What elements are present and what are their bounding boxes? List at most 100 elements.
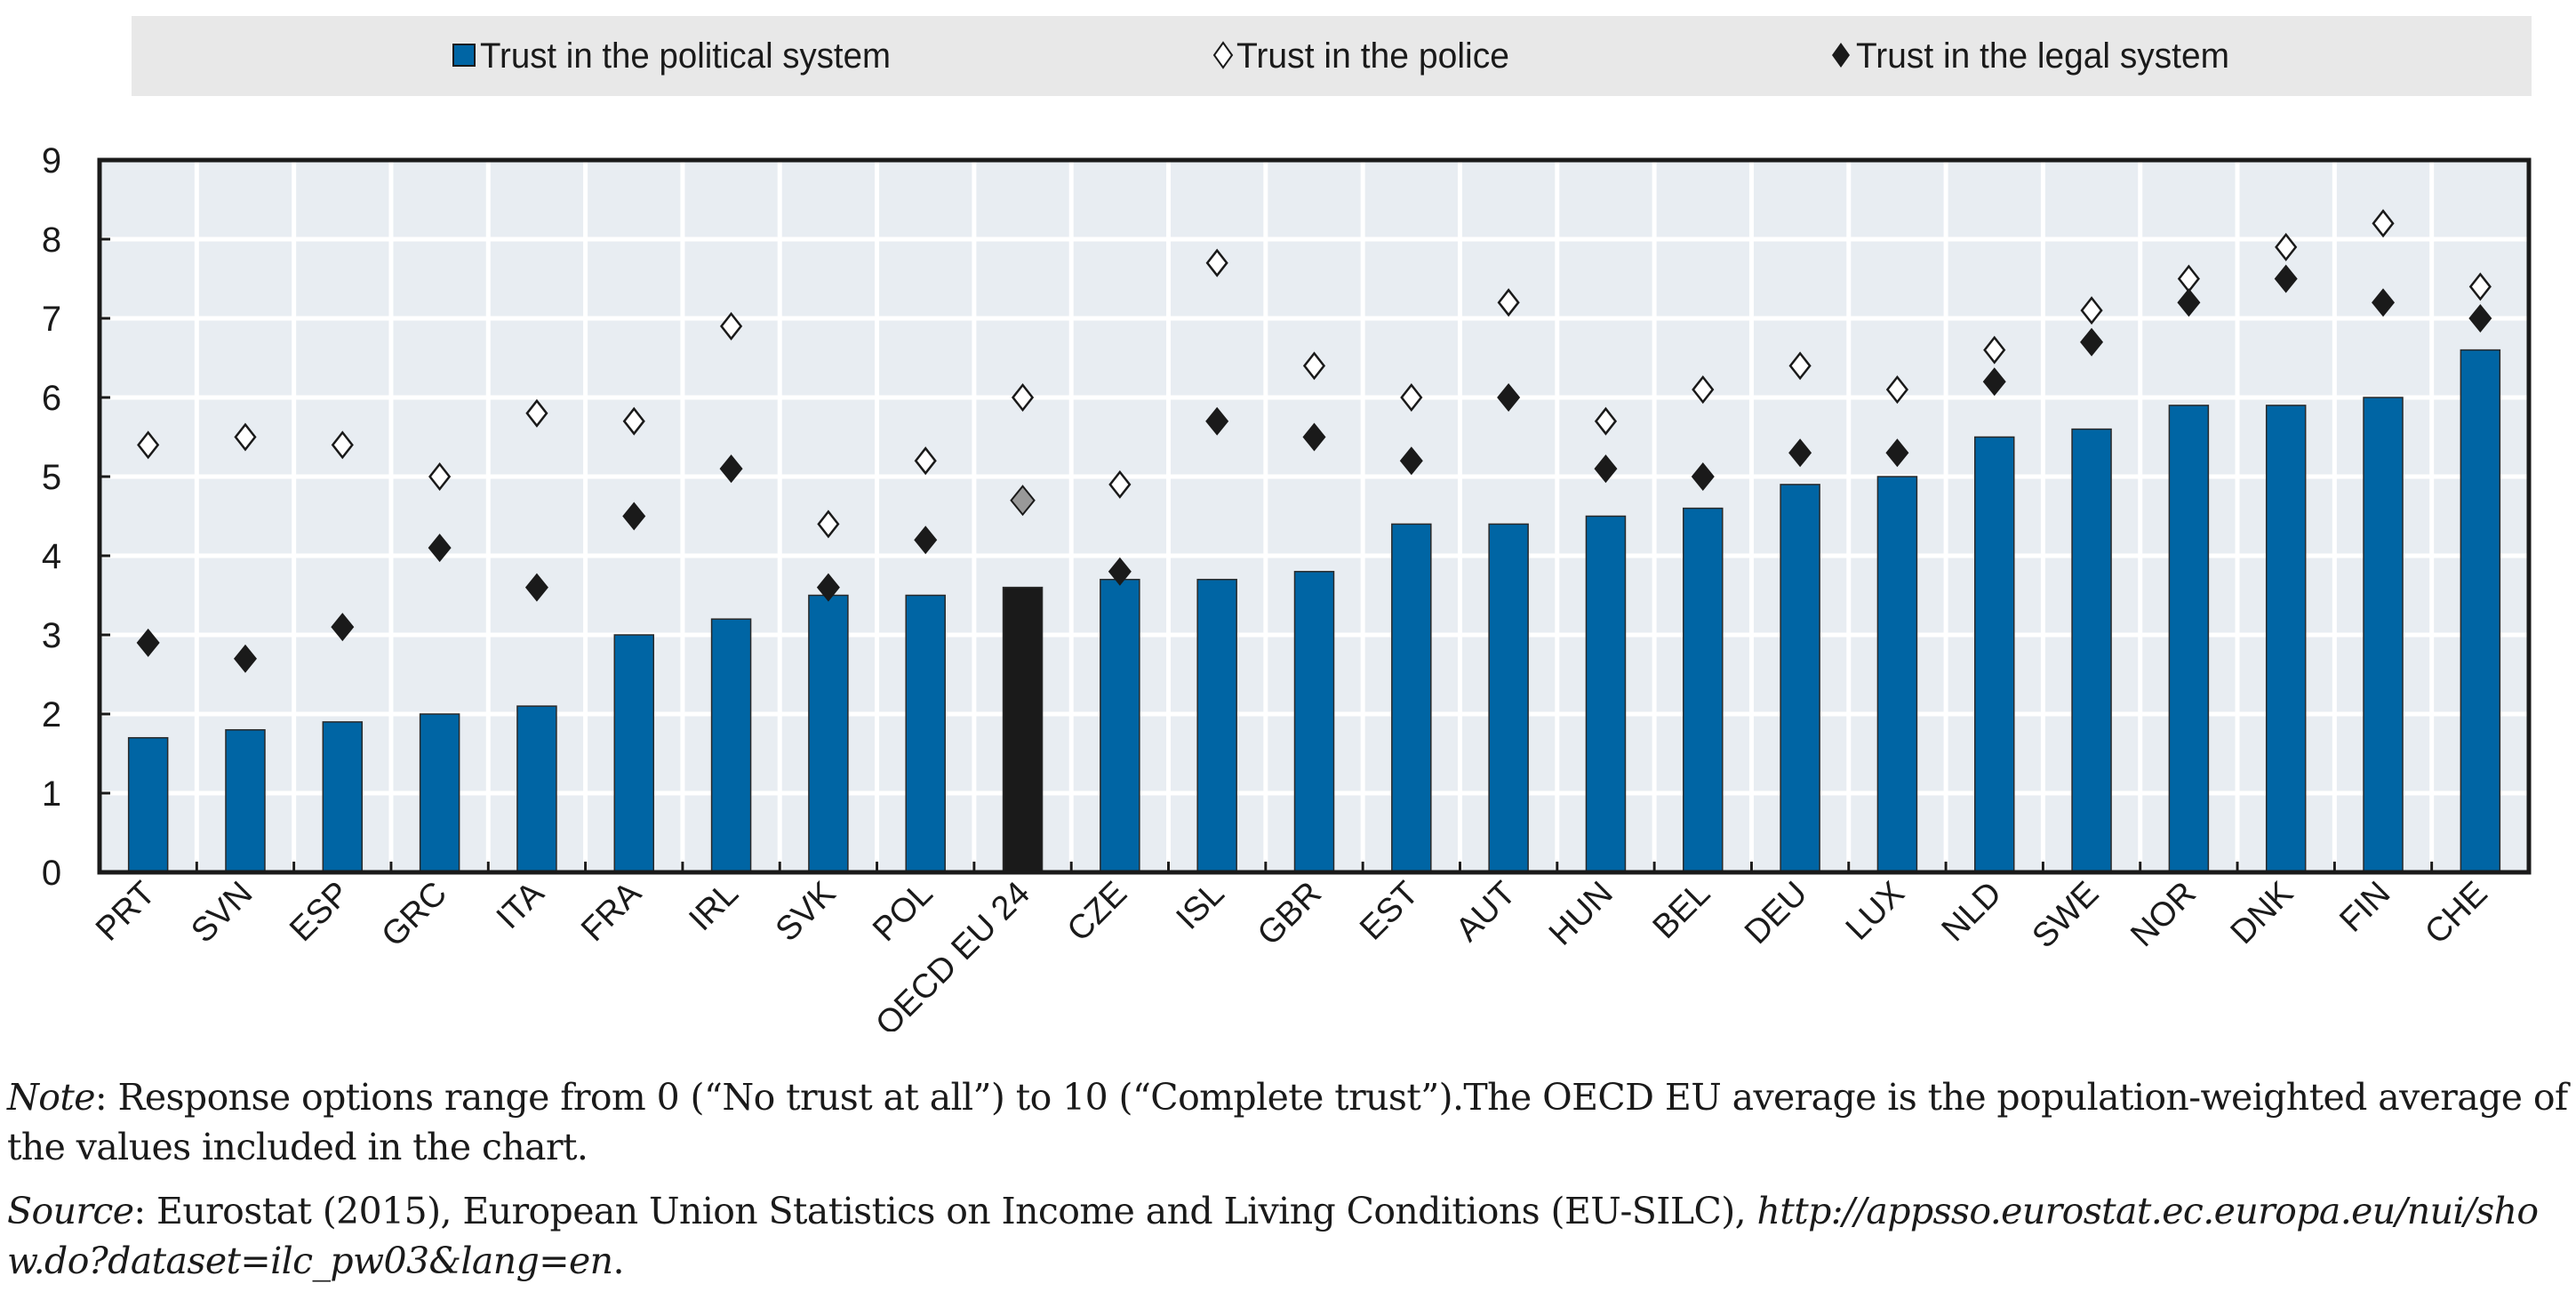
x-tick-label: FIN	[2332, 875, 2397, 940]
x-tick-label: LUX	[1839, 875, 1912, 948]
x-tick-label: HUN	[1542, 875, 1620, 953]
bar-est	[1391, 523, 1432, 873]
y-tick-labels: 0 1 2 3 4 5 6 7 8 9	[42, 141, 61, 893]
x-tick-label: SVN	[184, 875, 260, 951]
filled-diamond-icon	[1832, 43, 1850, 68]
bar-hun	[1585, 515, 1627, 873]
legal-marker-isl	[1205, 406, 1229, 436]
y-tick-label: 4	[42, 537, 61, 576]
police-marker-svk	[817, 510, 840, 539]
legend-label-political: Trust in the political system	[480, 36, 891, 76]
legend-background	[132, 16, 2532, 96]
legend-item-police: Trust in the police	[1212, 36, 1509, 76]
bar-svk	[808, 594, 849, 873]
police-marker-oecd-eu-24	[1011, 382, 1035, 413]
x-tick-label: CZE	[1060, 875, 1134, 949]
legal-marker-dnk	[2274, 264, 2298, 293]
legal-marker-bel	[1691, 462, 1715, 491]
bar-che	[2460, 349, 2501, 873]
source-paragraph: Source: Eurostat (2015), European Union …	[7, 1186, 2572, 1286]
police-marker-fra	[622, 406, 645, 436]
police-marker-fin	[2372, 209, 2395, 238]
legal-marker-esp	[331, 613, 355, 642]
legend-item-legal: Trust in the legal system	[1832, 36, 2229, 76]
legal-marker-aut	[1497, 383, 1521, 412]
y-tick-label: 9	[42, 141, 61, 181]
bar-deu	[1780, 484, 1820, 873]
police-marker-aut	[1497, 288, 1520, 317]
x-tick-label: BEL	[1646, 875, 1717, 946]
police-marker-gbr	[1302, 351, 1326, 381]
police-marker-swe	[2080, 296, 2103, 325]
bar-bel	[1683, 507, 1724, 873]
x-tick-label: CHE	[2418, 875, 2494, 951]
x-tick-label: IRL	[682, 875, 746, 939]
legal-marker-prt	[136, 628, 160, 657]
x-tick-label: FRA	[574, 874, 649, 949]
bar-nor	[2168, 405, 2210, 873]
police-marker-deu	[1788, 351, 1812, 381]
bar-gbr	[1293, 571, 1335, 873]
trust-chart: Trust in the political system Trust in t…	[42, 16, 2532, 1031]
bar-svn	[225, 729, 266, 873]
legal-marker-gbr	[1302, 422, 1326, 452]
legal-marker-swe	[2080, 327, 2104, 357]
source-end: .	[612, 1240, 624, 1282]
y-tick-label: 6	[42, 379, 61, 418]
source-link[interactable]: http://appsso.eurostat.ec.europa.eu/nui/…	[7, 1190, 2539, 1282]
legal-marker-oecd-eu-24	[1010, 485, 1036, 517]
x-tick-label: ITA	[490, 874, 552, 936]
x-tick-label: DEU	[1738, 875, 1814, 951]
legal-marker-lux	[1885, 438, 1909, 468]
x-tick-label: PRT	[89, 875, 163, 949]
x-tick-label: GRC	[375, 875, 454, 954]
markers	[136, 209, 2492, 673]
legal-marker-fin	[2372, 288, 2396, 317]
x-tick-label: NLD	[1935, 875, 2009, 949]
axes	[97, 157, 2532, 875]
source-text: : Eurostat (2015), European Union Statis…	[133, 1190, 1757, 1232]
gridlines	[100, 160, 2529, 872]
bar-lux	[1876, 476, 1918, 873]
police-marker-lux	[1885, 375, 1909, 405]
legend-label-police: Trust in the police	[1236, 36, 1509, 76]
x-tick-label: ISL	[1170, 875, 1232, 937]
x-tick-label: SWE	[2026, 875, 2107, 956]
police-marker-bel	[1692, 375, 1715, 405]
legend: Trust in the political system Trust in t…	[132, 16, 2532, 96]
police-marker-pol	[914, 446, 937, 476]
police-marker-isl	[1205, 248, 1228, 277]
y-tick-label: 5	[42, 458, 61, 497]
bar-oecd-eu-24	[1002, 586, 1044, 873]
y-tick-label: 0	[42, 854, 61, 893]
x-tick-label: SVK	[769, 875, 843, 949]
bar-pol	[905, 594, 946, 873]
police-marker-est	[1400, 382, 1423, 413]
legal-marker-nor	[2177, 288, 2201, 317]
plot-frame	[97, 157, 2532, 875]
x-tick-label: DNK	[2224, 875, 2300, 951]
source-label: Source	[7, 1190, 134, 1232]
bar-nld	[1973, 436, 2015, 873]
legal-marker-nld	[1982, 367, 2006, 397]
legal-marker-pol	[914, 526, 938, 555]
bar-fra	[613, 634, 655, 873]
x-tick-label: POL	[866, 875, 940, 949]
legal-marker-cze	[1108, 557, 1132, 586]
x-tick-label: GBR	[1251, 875, 1329, 953]
note-text: : Response options range from 0 (“No tru…	[7, 1076, 2568, 1168]
legal-marker-che	[2468, 304, 2492, 333]
bar-isl	[1196, 578, 1237, 873]
x-tick-label: AUT	[1449, 875, 1523, 949]
police-marker-hun	[1594, 406, 1618, 436]
legend-item-political: Trust in the political system	[452, 36, 891, 76]
bar-aut	[1488, 523, 1529, 873]
police-marker-nld	[1983, 335, 2006, 365]
bar-prt	[127, 736, 169, 873]
chart-notes: Note: Response options range from 0 (“No…	[7, 1072, 2572, 1300]
police-marker-svn	[234, 422, 257, 452]
open-diamond-icon	[1212, 41, 1234, 69]
y-tick-label: 2	[42, 695, 61, 734]
bar-swe	[2071, 428, 2112, 873]
police-marker-esp	[331, 430, 354, 460]
